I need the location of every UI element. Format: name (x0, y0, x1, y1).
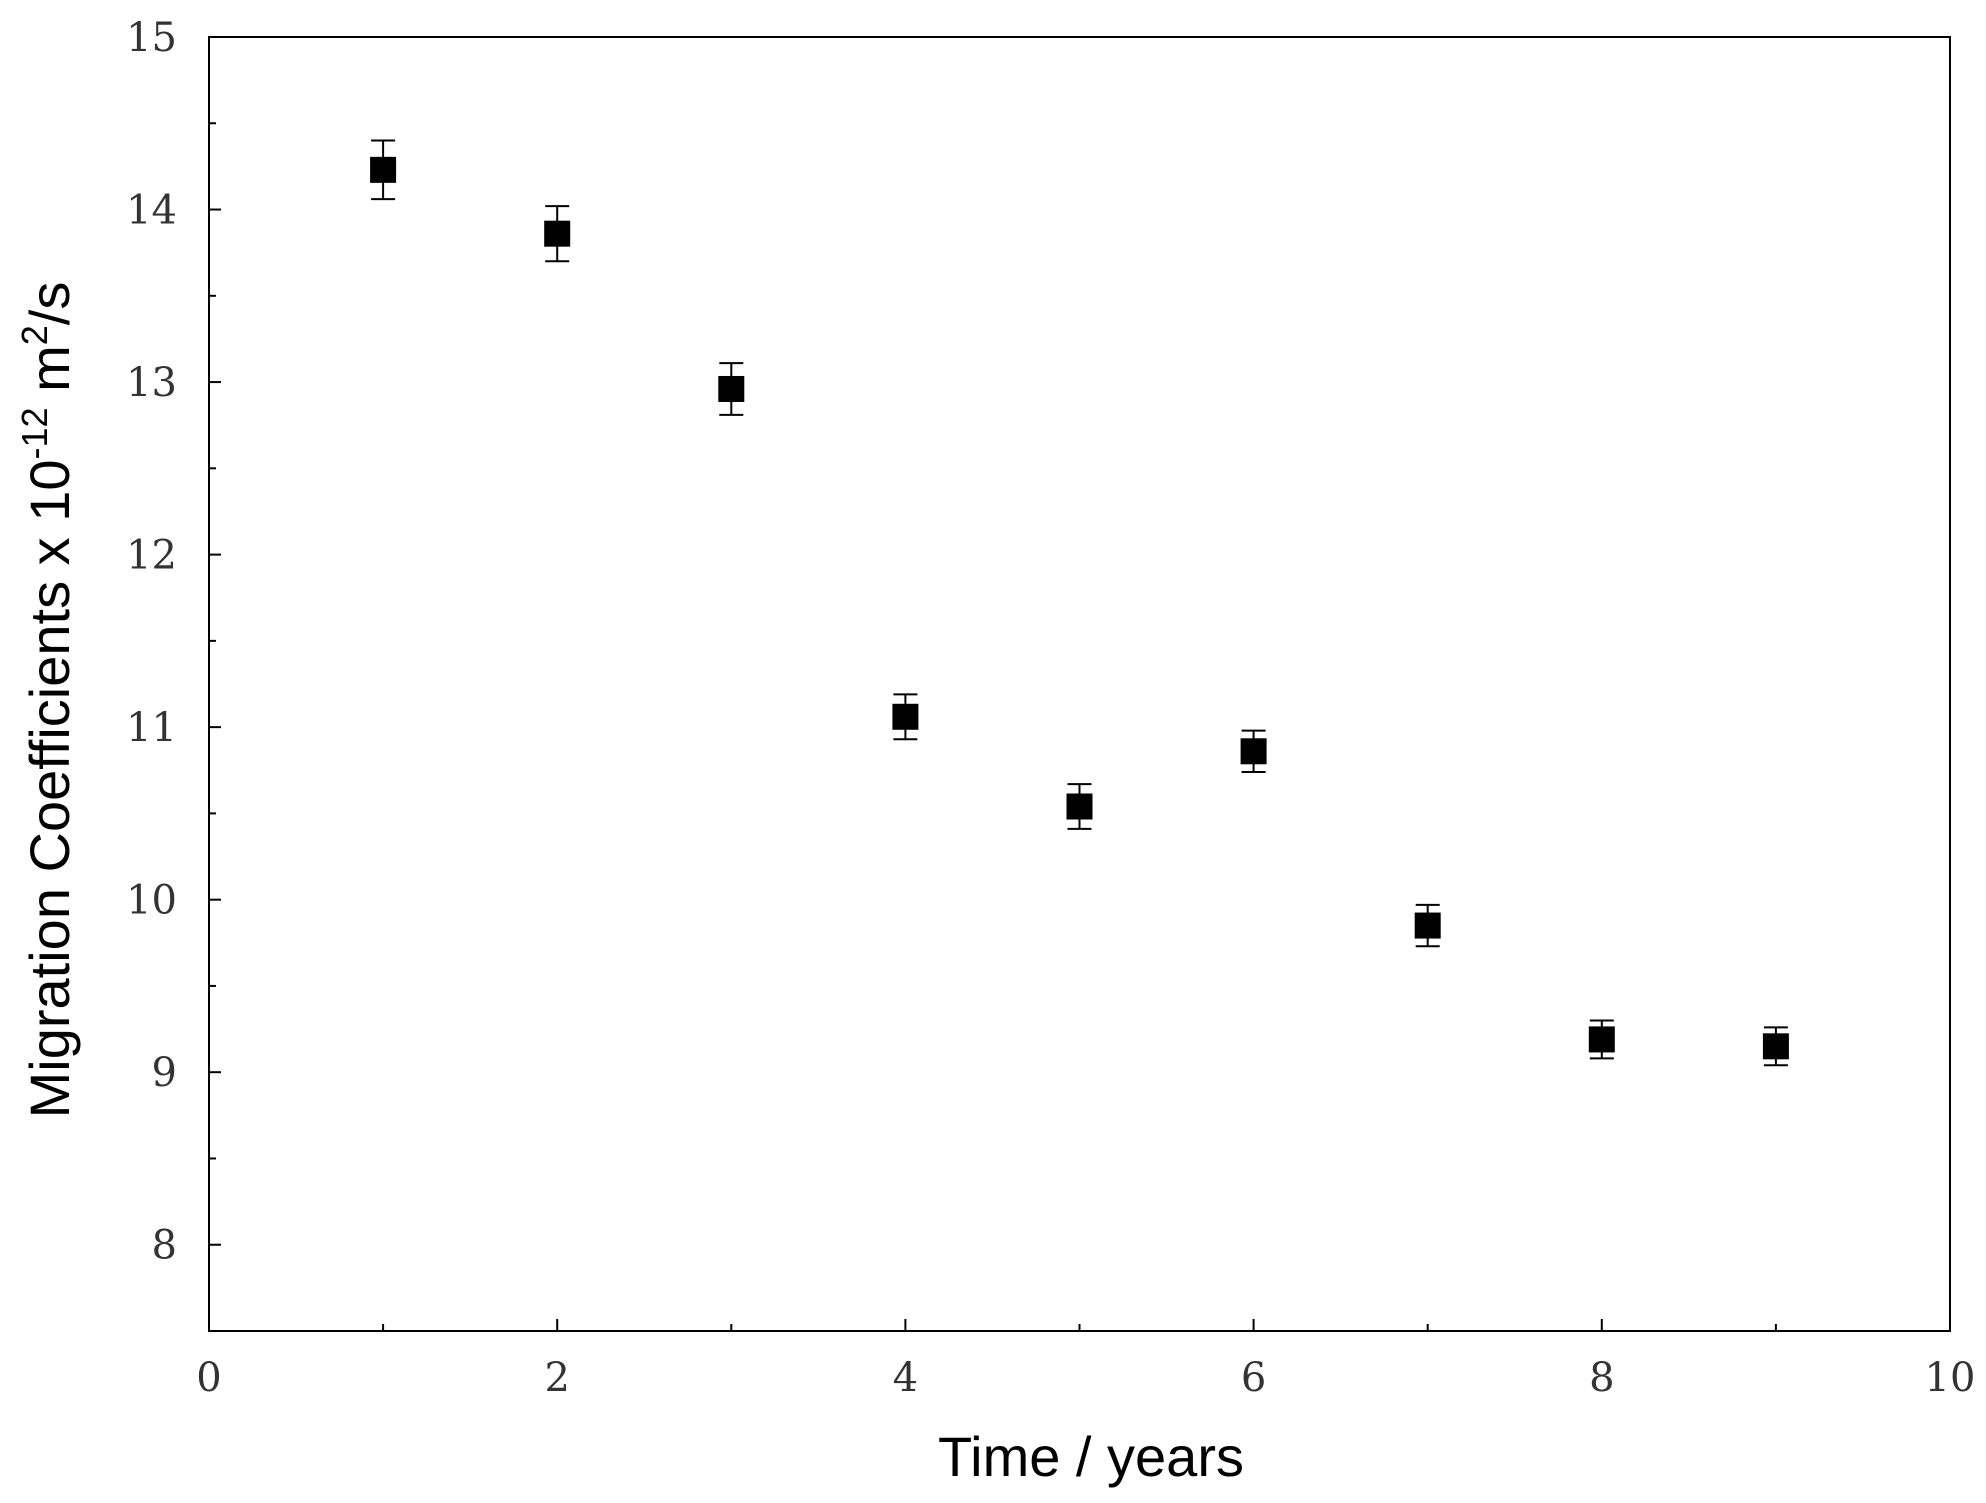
y-axis-title-unit: m (18, 345, 81, 407)
y-tick-label: 13 (126, 360, 177, 406)
data-point (1762, 1026, 1789, 1067)
y-tick-label: 14 (126, 188, 177, 234)
square-marker (892, 703, 919, 730)
y-axis-title-main: Migration Coefficients x 10 (18, 459, 81, 1118)
data-point (1588, 1019, 1615, 1060)
y-tick-label: 15 (126, 15, 177, 61)
y-axis-title-unit-tail: /s (18, 282, 81, 326)
data-point (1414, 903, 1441, 948)
square-marker (1414, 912, 1441, 939)
data-point (718, 362, 745, 416)
plot-area (208, 36, 1951, 1332)
data-point (370, 139, 397, 201)
x-tick-label: 10 (1925, 1355, 1976, 1401)
square-marker (1066, 793, 1093, 820)
x-axis-title: Time / years (938, 1425, 1244, 1488)
y-tick-label: 10 (126, 878, 177, 924)
square-marker (718, 375, 745, 402)
square-marker (1588, 1026, 1615, 1053)
x-tick-label: 4 (893, 1355, 918, 1401)
square-marker (544, 220, 571, 247)
x-tick-label: 6 (1241, 1355, 1266, 1401)
square-marker (1762, 1033, 1789, 1060)
square-marker (370, 156, 397, 183)
data-points (370, 139, 1789, 1067)
data-point (544, 205, 571, 263)
y-axis-title-exponent: -12 (14, 407, 55, 459)
axis-ticks: 0 2 4 6 8 10 8 9 10 11 12 13 14 15 (126, 15, 1975, 1401)
y-tick-label: 12 (126, 533, 177, 579)
y-tick-label: 11 (126, 705, 177, 751)
data-point (892, 693, 919, 741)
x-tick-label: 0 (196, 1355, 221, 1401)
y-axis-title-unit-exponent: 2 (14, 325, 55, 345)
data-point (1240, 729, 1267, 773)
y-axis-title: Migration Coefficients x 10-12 m2/s (14, 282, 81, 1119)
y-tick-label: 8 (152, 1223, 177, 1269)
x-tick-label: 8 (1589, 1355, 1614, 1401)
square-marker (1240, 738, 1267, 765)
plot-frame (208, 36, 1951, 1332)
x-tick-label: 2 (544, 1355, 569, 1401)
y-tick-label: 9 (152, 1050, 177, 1096)
data-point (1066, 783, 1093, 830)
